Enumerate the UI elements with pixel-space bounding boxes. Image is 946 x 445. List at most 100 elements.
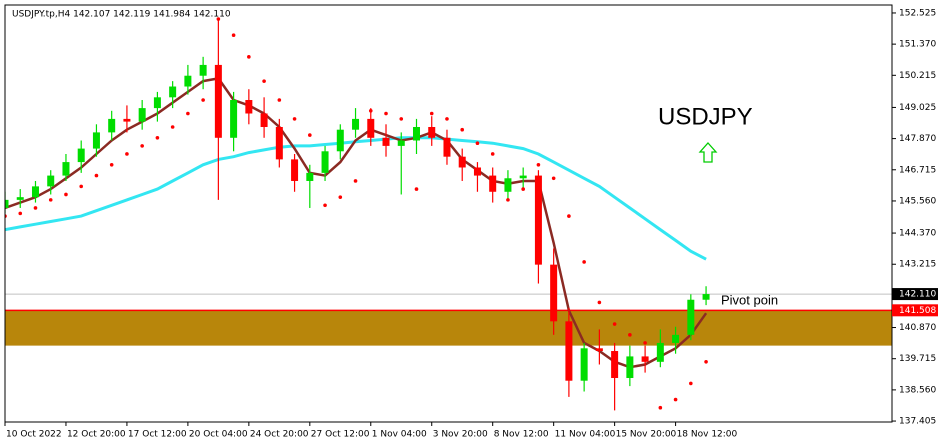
sar-dot <box>490 152 495 156</box>
sar-dot <box>323 203 327 208</box>
sar-dot <box>262 79 266 83</box>
sar-dot <box>536 162 541 167</box>
sar-dot <box>216 17 221 21</box>
sar-dot <box>201 98 205 102</box>
candle-body <box>275 126 283 160</box>
sar-dot <box>109 162 114 167</box>
sar-dot <box>445 117 449 121</box>
sar-dot <box>48 198 53 202</box>
candle-body <box>672 334 680 343</box>
candle-body <box>687 299 695 335</box>
plot-frame <box>4 4 893 423</box>
sar-dot <box>384 111 388 116</box>
candle-body <box>123 118 131 122</box>
y-tick-label: 138.560 <box>899 385 936 395</box>
candle-body <box>352 118 360 130</box>
candle-body <box>534 175 542 265</box>
candle-body <box>336 129 344 152</box>
x-tick-label: 15 Nov 20:00 <box>616 430 677 440</box>
sar-dot <box>277 98 282 102</box>
candle-body <box>443 137 451 157</box>
candle-body <box>77 148 85 163</box>
symbol-title: USDJPY <box>658 103 753 130</box>
candle-body <box>62 162 70 176</box>
sar-dot <box>612 322 617 326</box>
sar-dot <box>673 397 678 402</box>
sar-dot <box>231 33 236 38</box>
x-tick-label: 27 Oct 12:00 <box>311 430 370 440</box>
axes-layer: 152.525 151.370 150.215 149.025 147.870 146.7… <box>4 8 938 440</box>
candle-body <box>565 321 573 381</box>
candle-body <box>108 118 116 133</box>
x-tick-label: 8 Nov 12:00 <box>494 430 549 440</box>
candle-body <box>16 197 24 200</box>
pivot-annotation: Pivot poin <box>721 292 778 307</box>
pivot-tag <box>892 304 938 317</box>
candle-body <box>184 75 192 87</box>
y-tick-label: 149.025 <box>899 103 936 113</box>
candle-body <box>153 97 161 109</box>
sar-dot <box>94 173 99 178</box>
pivot-label: 141.508 <box>899 306 936 316</box>
sar-dot <box>414 187 419 191</box>
current-price-label: 142.110 <box>899 290 936 300</box>
candle-body <box>260 113 268 127</box>
sar-dot <box>186 111 190 116</box>
sar-dot <box>170 125 175 129</box>
candle-body <box>321 151 329 173</box>
sar-dot <box>368 109 373 113</box>
x-tick-label: 10 Oct 2022 <box>6 430 62 440</box>
y-tick-label: 137.405 <box>899 417 936 427</box>
candle-body <box>92 132 100 149</box>
sar-dot <box>628 333 632 337</box>
y-tick-label: 147.870 <box>899 134 936 144</box>
sar-dot <box>704 360 708 364</box>
candle-body <box>5 199 9 208</box>
y-tick-label: 151.370 <box>899 40 936 50</box>
x-tick-label: 11 Nov 04:00 <box>555 430 616 440</box>
sar-dot <box>551 176 556 181</box>
zone-layer <box>5 293 892 346</box>
candle-body <box>595 348 603 352</box>
sar-dot <box>643 341 647 345</box>
sar-dot <box>247 55 251 59</box>
candle-body <box>31 186 39 198</box>
candle-body <box>412 126 420 141</box>
sar-dot <box>567 214 571 218</box>
x-tick-label: 20 Oct 04:00 <box>189 430 248 440</box>
candle-body <box>306 172 314 181</box>
y-tick-label: 145.560 <box>899 196 936 206</box>
y-tick-label: 140.870 <box>899 323 936 333</box>
sar-dot <box>308 133 312 137</box>
candle-body <box>169 86 177 98</box>
sar-dot <box>582 260 586 264</box>
sar-dot <box>125 152 129 156</box>
candle-body <box>550 264 558 322</box>
candle-body <box>214 64 222 138</box>
x-tick-label: 1 Nov 04:00 <box>372 430 427 440</box>
sar-dot <box>689 381 693 386</box>
candle-body <box>473 167 481 176</box>
candle-body <box>504 178 512 192</box>
sar-dot <box>521 187 525 191</box>
candle-body <box>489 175 497 192</box>
candle-body <box>428 126 436 138</box>
x-tick-label: 24 Oct 20:00 <box>250 430 309 440</box>
sar-dot <box>155 135 160 140</box>
x-tick-label: 17 Oct 12:00 <box>128 430 187 440</box>
pivot-zone <box>5 310 892 346</box>
candle-body <box>367 118 375 138</box>
y-tick-label: 152.525 <box>899 8 936 18</box>
candle-body <box>47 175 55 187</box>
sar-dot <box>140 144 144 148</box>
sar-dot <box>460 127 465 132</box>
y-tick-label: 139.715 <box>899 354 936 364</box>
sar-dot <box>18 211 23 216</box>
candle-body <box>382 137 390 146</box>
sar-dot <box>658 405 663 410</box>
sar-dot <box>506 198 510 202</box>
candle-body <box>138 108 146 122</box>
candle-body <box>397 140 405 146</box>
